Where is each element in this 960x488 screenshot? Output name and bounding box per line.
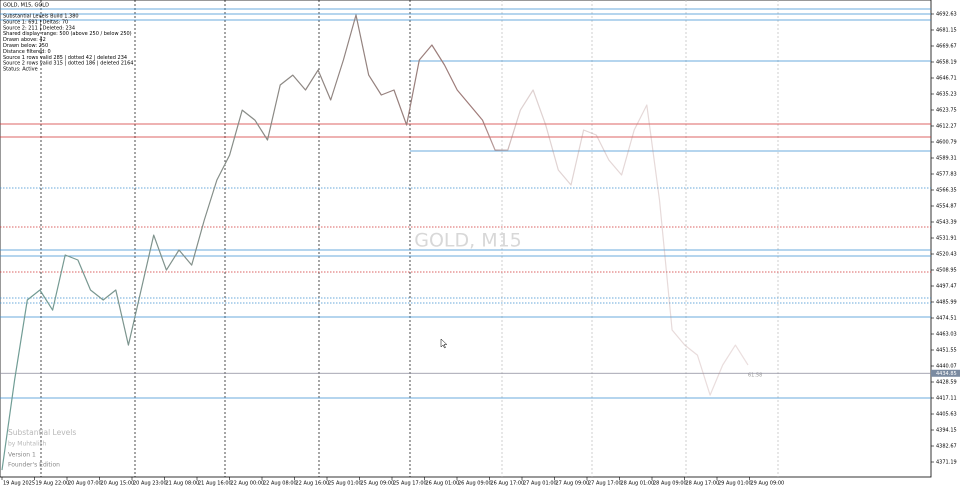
x-tick-label: 26 Aug 01:00: [426, 481, 460, 487]
x-tick-label: 19 Aug 2025: [3, 481, 35, 487]
branding-line: Founder's Edition: [8, 462, 60, 469]
x-tick-label: 29 Aug 09:00: [751, 481, 785, 487]
x-tick-label: 28 Aug 01:00: [621, 481, 655, 487]
x-tick-label: 27 Aug 17:00: [588, 481, 622, 487]
y-tick-label: 4577.83: [936, 171, 957, 177]
x-tick-label: 20 Aug 23:00: [133, 481, 167, 487]
y-tick-label: 4405.63: [936, 412, 957, 418]
y-tick-label: 4623.75: [936, 107, 957, 113]
y-tick-label: 4508.95: [936, 267, 957, 273]
x-tick-label: 29 Aug 01:00: [718, 481, 752, 487]
x-tick-label: 21 Aug 16:00: [198, 481, 232, 487]
y-tick-label: 4635.23: [936, 91, 957, 97]
y-tick-label: 4497.47: [936, 283, 957, 289]
levels: [0, 8, 931, 399]
y-tick-label: 4394.15: [936, 428, 957, 434]
y-tick-label: 4589.31: [936, 155, 957, 161]
info-line: Substantial Levels Build 1.380: [3, 14, 79, 20]
x-tick-label: 22 Aug 16:00: [296, 481, 330, 487]
x-tick-label: 28 Aug 17:00: [686, 481, 720, 487]
y-tick-label: 4371.19: [936, 460, 957, 466]
x-tick-label: 27 Aug 01:00: [523, 481, 557, 487]
y-tick-label: 4531.91: [936, 235, 957, 241]
mouse-cursor: [440, 338, 448, 349]
x-tick-label: 27 Aug 09:00: [556, 481, 590, 487]
x-tick-label: 22 Aug 00:00: [231, 481, 265, 487]
branding-line: by Muhtalish: [8, 441, 47, 448]
y-tick-label: 4658.19: [936, 59, 957, 65]
current-price-label: 4434.85: [936, 371, 957, 377]
x-tick-label: 22 Aug 08:00: [263, 481, 297, 487]
y-tick-label: 4474.51: [936, 316, 957, 322]
y-tick-label: 4543.39: [936, 219, 957, 225]
x-tick-label: 19 Aug 22:00: [36, 481, 70, 487]
branding-line: Substantial Levels: [8, 428, 76, 437]
level-note: 61.58: [748, 373, 762, 379]
y-tick-label: 4382.67: [936, 444, 957, 450]
y-tick-label: 4612.27: [936, 123, 957, 129]
y-tick-label: 4646.71: [936, 75, 957, 81]
y-tick-label: 4428.59: [936, 380, 957, 386]
info-line: Source 2 rows valid 315 | dotted 186 | d…: [3, 61, 133, 67]
y-tick-label: 4417.11: [936, 396, 957, 402]
info-line: Source 1 rows valid 285 | dotted 42 | de…: [3, 55, 127, 61]
info-line: Source 1: 691 | Deltas: 70: [3, 19, 68, 25]
x-tick-label: 21 Aug 08:00: [166, 481, 200, 487]
y-tick-label: 4554.87: [936, 203, 957, 209]
info-line: Status: Active: [3, 67, 38, 73]
info-line: Drawn above: 42: [3, 37, 46, 43]
y-tick-label: 4692.63: [936, 11, 957, 17]
y-tick-label: 4520.43: [936, 251, 957, 257]
y-tick-label: 4669.67: [936, 43, 957, 49]
branding: Substantial Levels by Muhtalish Version 1 F…: [8, 428, 76, 469]
info-line: Drawn below: 250: [3, 43, 48, 49]
y-tick-label: 4681.15: [936, 27, 957, 33]
x-tick-label: 28 Aug 09:00: [653, 481, 687, 487]
x-tick-label: 20 Aug 15:00: [101, 481, 135, 487]
x-tick-label: 26 Aug 09:00: [458, 481, 492, 487]
symbol-watermark: GOLD, M15: [414, 230, 522, 252]
x-tick-label: 25 Aug 09:00: [361, 481, 395, 487]
y-tick-label: 4485.99: [936, 299, 957, 305]
x-tick-label: 25 Aug 01:00: [328, 481, 362, 487]
price-line: [1, 14, 749, 471]
y-tick-label: 4600.79: [936, 139, 957, 145]
x-tick-label: 26 Aug 17:00: [491, 481, 525, 487]
y-tick-label: 4440.07: [936, 364, 957, 370]
y-tick-label: 4566.35: [936, 187, 957, 193]
info-line: Source 2: 211 | Deleted: 234: [3, 25, 75, 31]
current-price-box: [931, 369, 960, 377]
branding-line: Version 1: [8, 452, 36, 459]
y-tick-label: 4451.55: [936, 348, 957, 354]
info-line: Distance filtered: 0: [3, 49, 51, 55]
session-separators: [40, 0, 779, 477]
x-tick-label: 25 Aug 17:00: [393, 481, 427, 487]
chart-header: GOLD, M15, GOLD: [3, 3, 49, 9]
y-tick-label: 4463.03: [936, 332, 957, 338]
x-tick-label: 20 Aug 07:00: [68, 481, 102, 487]
info-line: Shared display range: 500 (above 250 / b…: [3, 31, 132, 37]
